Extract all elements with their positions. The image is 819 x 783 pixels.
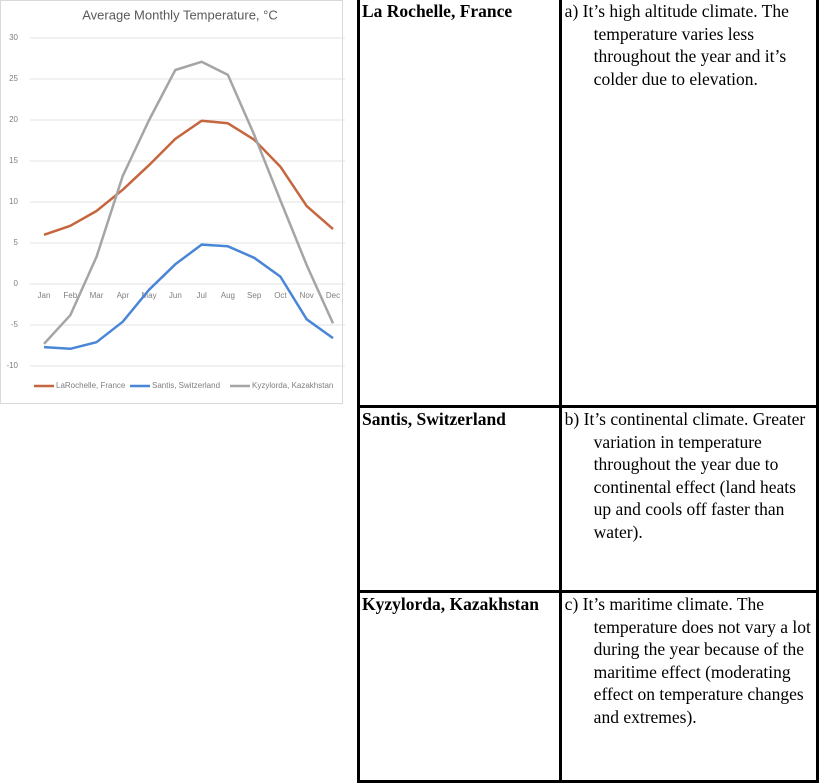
legend-label: Santis, Switzerland bbox=[152, 381, 220, 390]
y-tick-label: 25 bbox=[9, 74, 18, 83]
x-tick-label: Jan bbox=[38, 291, 51, 300]
chart-title: Average Monthly Temperature, °C bbox=[82, 7, 277, 22]
x-tick-label: Jul bbox=[197, 291, 207, 300]
y-tick-label: 30 bbox=[9, 33, 18, 42]
x-tick-label: Jun bbox=[169, 291, 182, 300]
table: La Rochelle, France a) It’s high altitude… bbox=[357, 0, 819, 783]
chart: Average Monthly Temperature, °C -10 -5 0 5 1… bbox=[0, 0, 345, 404]
y-tick-label: 5 bbox=[14, 238, 19, 247]
y-tick-label: 0 bbox=[14, 279, 19, 288]
line-series bbox=[43, 119, 334, 236]
cell: c) It’s maritime climate. The temperatur… bbox=[558, 590, 819, 783]
cell: b) It’s continental climate. Greater var… bbox=[558, 405, 819, 593]
x-tick-label: Apr bbox=[117, 291, 130, 300]
y-tick-label: 20 bbox=[9, 115, 18, 124]
cell: La Rochelle, France bbox=[357, 0, 562, 408]
x-tick-label: Nov bbox=[300, 291, 314, 300]
y-tick-label: -10 bbox=[6, 361, 18, 370]
y-tick-label: 10 bbox=[9, 197, 18, 206]
cell: a) It’s high altitude climate. The tempe… bbox=[558, 0, 819, 408]
legend-label: LaRochelle, France bbox=[56, 381, 126, 390]
x-tick-label: Aug bbox=[221, 291, 235, 300]
x-tick-label: May bbox=[142, 291, 157, 300]
legend-label: Kyzylorda, Kazakhstan bbox=[252, 381, 333, 390]
line-series bbox=[43, 60, 335, 345]
cell: Kyzylorda, Kazakhstan bbox=[357, 590, 562, 783]
y-tick-label: -5 bbox=[11, 320, 19, 329]
x-tick-label: Dec bbox=[326, 291, 340, 300]
cell: Santis, Switzerland bbox=[357, 405, 562, 593]
x-tick-label: Sep bbox=[247, 291, 262, 300]
y-tick-label: 15 bbox=[9, 156, 18, 165]
line-series bbox=[43, 243, 334, 351]
x-tick-label: Oct bbox=[274, 291, 287, 300]
x-tick-label: Mar bbox=[90, 291, 104, 300]
x-tick-label: Feb bbox=[63, 291, 77, 300]
